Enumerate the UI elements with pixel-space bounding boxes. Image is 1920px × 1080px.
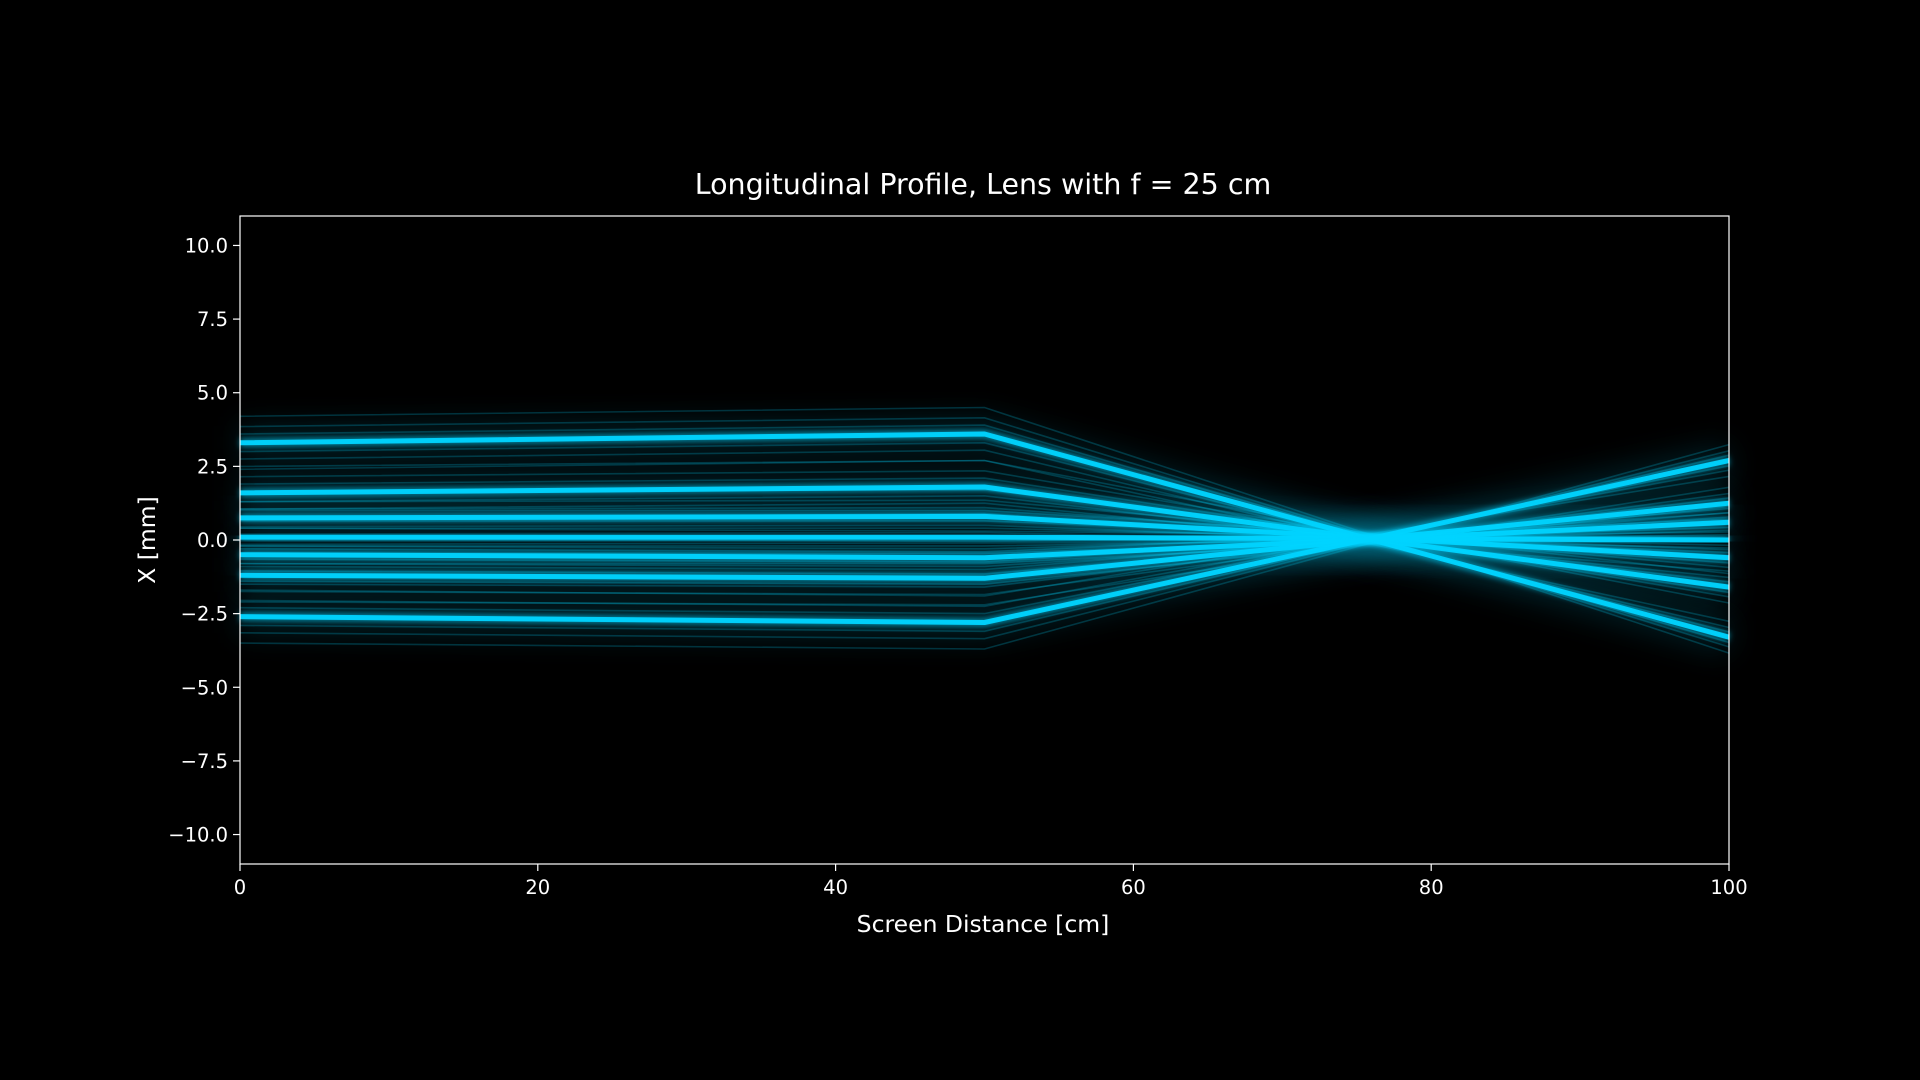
y-tick-label: 0.0 — [197, 529, 228, 552]
y-tick-label: −7.5 — [181, 750, 228, 773]
beam-2 — [239, 484, 1730, 590]
y-tick-label: 10.0 — [185, 234, 228, 257]
beam-1 — [239, 431, 1730, 640]
x-axis: 0 20 40 60 80 100 — [234, 864, 1748, 899]
x-axis-label: Screen Distance [cm] — [857, 910, 1110, 938]
x-tick-label: 20 — [525, 876, 550, 899]
beam-7 — [239, 458, 1730, 625]
x-tick-label: 60 — [1121, 876, 1146, 899]
y-tick-label: 5.0 — [197, 382, 228, 405]
beam-4 — [240, 534, 1730, 543]
beam-5 — [239, 519, 1730, 561]
x-tick-label: 0 — [234, 876, 246, 899]
x-tick-label: 40 — [823, 876, 848, 899]
y-tick-label: −2.5 — [181, 603, 228, 626]
y-tick-label: 7.5 — [197, 308, 228, 331]
y-axis-label: X [mm] — [133, 496, 161, 584]
beam-6 — [239, 500, 1730, 581]
y-tick-label: −10.0 — [168, 824, 228, 847]
beam-layer — [239, 429, 1731, 642]
chart-title: Longitudinal Profile, Lens with f = 25 c… — [695, 168, 1272, 201]
y-axis: 10.0 7.5 5.0 2.5 0.0 −2.5 −5.0 −7.5 −10.0 — [168, 234, 240, 847]
y-tick-label: 2.5 — [197, 455, 228, 478]
beam-3 — [239, 513, 1730, 561]
y-tick-label: −5.0 — [181, 676, 228, 699]
x-tick-label: 100 — [1710, 876, 1747, 899]
plot-area — [239, 215, 1734, 865]
x-tick-label: 80 — [1419, 876, 1444, 899]
